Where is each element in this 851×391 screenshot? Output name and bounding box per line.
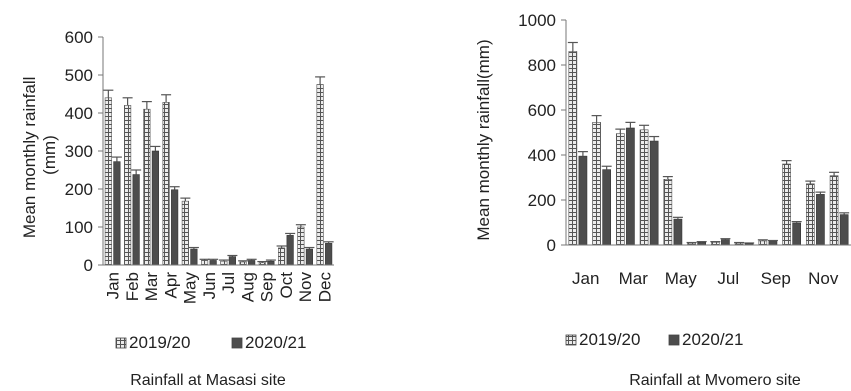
legend: 2019/20 2020/21 [565,330,743,349]
bar-2019-20-mar [615,133,625,246]
bar-2019-20-mar [143,108,151,266]
bar-2020-21-sep [267,260,275,266]
x-tick-label: Aug [238,272,257,302]
x-tick-label: Jul [717,269,739,288]
y-tick-label: 500 [65,66,93,85]
y-axis-label: Mean monthly rainfall (mm) [20,72,59,238]
chart-caption: Rainfall at Masasi site [130,372,286,389]
bar-2020-21-feb [602,169,611,246]
x-tick-label: Mar [142,272,161,302]
x-tick-label: Sep [258,272,277,302]
bar-2019-20-jun [201,260,209,266]
bar-2019-20-jan [104,97,112,266]
bar-2020-21-nov [305,248,313,266]
x-tick-label: Nov [808,269,839,288]
bar-2019-20-may [663,179,673,246]
y-axis-ticks: 0 200 400 600 800 1000 [518,11,566,255]
bar-2019-20-may [181,200,189,266]
y-axis-ticks: 0 100 200 300 400 500 600 [65,28,103,275]
bar-2020-21-mar [151,150,159,266]
bar-2020-21-jan [113,161,121,266]
x-tick-label: Nov [296,272,315,303]
legend-swatch [231,337,243,349]
x-tick-label: Jan [104,272,123,299]
x-tick-label: May [665,269,698,288]
x-tick-label: Apr [161,272,180,299]
bar-2020-21-may [673,218,683,246]
legend-swatch [565,334,577,346]
error-bars [103,76,334,263]
bars [104,84,333,266]
y-tick-label: 400 [65,104,93,123]
bar-2020-21-sep [768,241,778,246]
y-tick-label: 600 [528,101,556,120]
bar-2020-21-jun [209,260,217,266]
chart-caption: Rainfall at Mvomero site [629,372,801,389]
x-tick-label: Jan [572,269,599,288]
legend-label: 2020/21 [682,330,743,349]
legend-label: 2020/21 [245,333,306,352]
bar-2020-21-oct [792,222,801,246]
y-tick-label: 1000 [518,11,556,30]
bar-2020-21-nov [816,194,825,246]
legend-swatch [115,337,127,349]
legend-swatch [668,334,680,346]
bar-2019-20-apr [639,129,649,246]
bar-2019-20-jul [220,260,228,266]
chart-mvomero: Mean monthly rainfall(mm) 0 200 400 600 800 1… [474,11,851,389]
bar-2019-20-feb [124,105,132,266]
bar-2019-20-nov [805,183,815,246]
legend: 2019/20 2020/21 [115,333,306,352]
bar-2020-21-feb [132,174,140,266]
error-bars [567,41,850,244]
legend-label: 2019/20 [579,330,640,349]
x-axis-ticks: Jan Feb Mar Apr May Jun Jul Aug Sep Oct Nov Dec [104,272,335,305]
bar-2020-21-may [190,248,198,266]
bar-2020-21-oct [286,235,294,266]
x-axis-ticks: Jan Mar May Jul Sep Nov [572,269,839,288]
y-tick-label: 400 [528,146,556,165]
y-tick-label: 0 [547,236,556,255]
x-tick-label: Oct [277,272,296,299]
bar-2020-21-dec [325,243,333,266]
bar-2020-21-jul [721,239,730,246]
y-tick-label: 600 [65,28,93,47]
legend-label: 2019/20 [129,333,190,352]
bar-2019-20-nov [297,226,305,266]
bar-2020-21-jul [228,256,236,266]
y-tick-label: 200 [528,191,556,210]
bar-2020-21-apr [171,189,179,266]
y-tick-label: 300 [65,142,93,161]
x-tick-label: Jun [200,272,219,299]
bar-2019-20-dec [829,175,839,246]
x-tick-label: May [181,272,200,305]
y-tick-label: 0 [84,256,93,275]
bar-2020-21-mar [626,127,635,246]
x-tick-label: Mar [619,269,649,288]
y-tick-label: 800 [528,56,556,75]
y-tick-label: 100 [65,218,93,237]
bar-2019-20-sep [758,240,768,246]
bar-2020-21-apr [649,140,659,246]
y-axis-label: Mean monthly rainfall(mm) [474,39,493,240]
x-tick-label: Dec [315,272,334,303]
bar-2019-20-oct [278,247,286,266]
bar-2020-21-aug [248,260,256,266]
bar-2019-20-dec [316,84,324,266]
bar-2020-21-dec [839,214,849,246]
y-tick-label: 200 [65,180,93,199]
bar-2019-20-feb [592,122,601,246]
x-tick-label: Jul [219,272,238,294]
x-tick-label: Feb [123,272,142,301]
bar-2019-20-apr [162,102,170,266]
chart-masasi: Mean monthly rainfall (mm) 0 100 200 300 400… [20,28,334,389]
bar-2020-21-jan [578,155,588,246]
bar-2019-20-jan [568,51,578,246]
bars [568,51,849,246]
bar-2019-20-oct [782,163,791,246]
x-tick-label: Sep [761,269,791,288]
